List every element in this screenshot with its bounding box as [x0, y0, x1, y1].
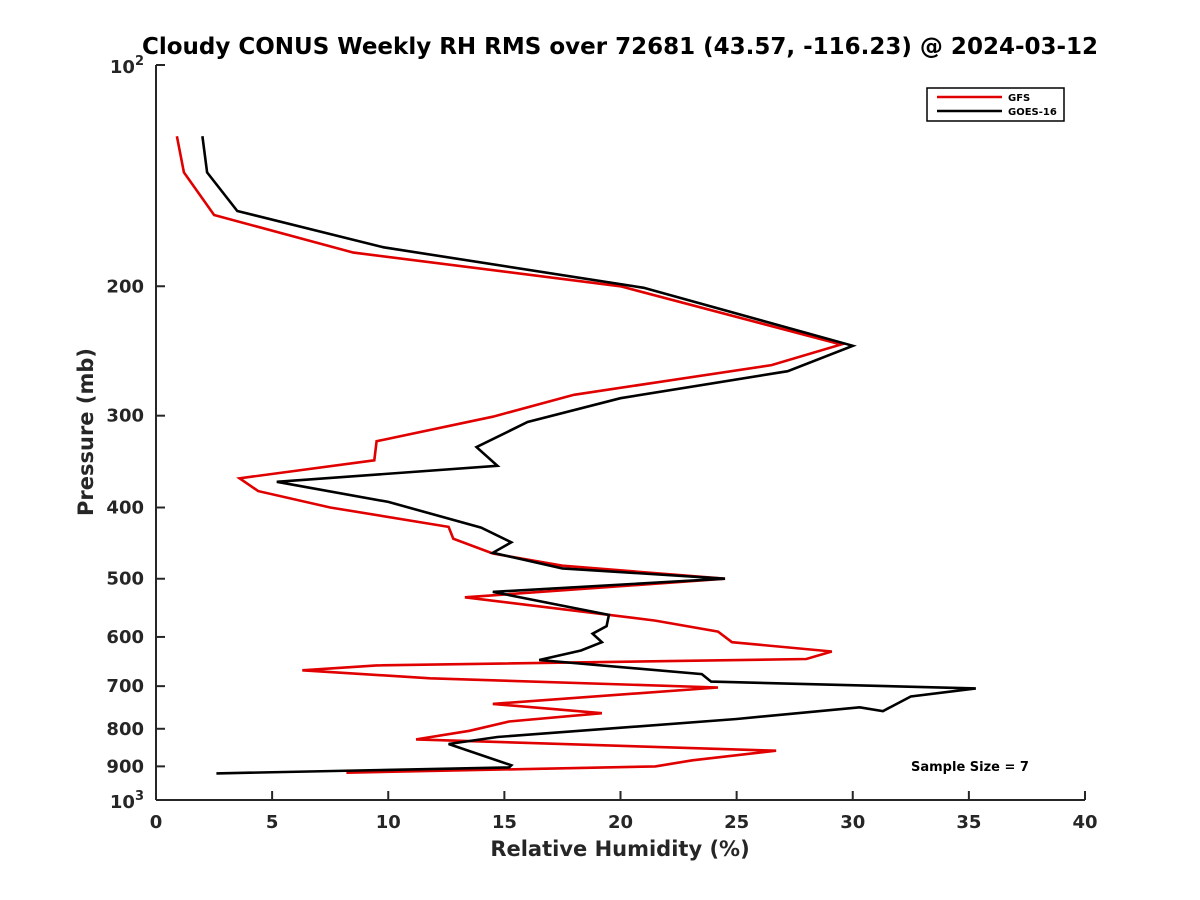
x-tick-label: 20 — [608, 812, 633, 833]
x-tick-label: 40 — [1072, 812, 1097, 833]
series-line-gfs — [175, 135, 846, 774]
y-power-tick-base: 10 — [110, 792, 135, 813]
x-tick-label: 10 — [376, 812, 401, 833]
x-axis-label: Relative Humidity (%) — [490, 837, 749, 861]
y-tick-label: 500 — [106, 569, 144, 590]
y-tick-label: 200 — [106, 276, 144, 297]
legend: GFS GOES-16 — [926, 87, 1065, 122]
series-line-goes-16 — [201, 136, 976, 775]
y-tick-label: 700 — [106, 676, 144, 697]
ticks: 0 5 10 15 20 25 30 35 40 200 300 400 500 600 700 800 900… — [106, 54, 1097, 833]
legend-label-gfs: GFS — [1008, 93, 1030, 104]
y-tick-label: 300 — [106, 406, 144, 427]
x-tick-label: 25 — [724, 812, 749, 833]
y-power-tick-label: 103 — [110, 789, 144, 813]
x-tick-label: 0 — [150, 812, 163, 833]
x-tick-label: 15 — [492, 812, 517, 833]
x-tick-label: 35 — [956, 812, 981, 833]
legend-label-goes-16: GOES-16 — [1008, 107, 1057, 118]
y-tick-label: 400 — [106, 498, 144, 519]
y-tick-label: 600 — [106, 627, 144, 648]
y-power-tick-exponent: 2 — [135, 54, 144, 69]
legend-box — [926, 87, 1065, 122]
y-tick-label: 800 — [106, 719, 144, 740]
sample-size-annotation: Sample Size = 7 — [911, 760, 1029, 775]
y-axis-label: Pressure (mb) — [74, 348, 98, 516]
series-layer — [175, 135, 976, 775]
y-power-tick-base: 10 — [110, 57, 135, 78]
x-tick-label: 30 — [840, 812, 865, 833]
chart-title: Cloudy CONUS Weekly RH RMS over 72681 (4… — [142, 34, 1098, 60]
x-tick-label: 5 — [266, 812, 279, 833]
y-tick-label: 900 — [106, 756, 144, 777]
y-power-tick-label: 102 — [110, 54, 144, 78]
y-power-tick-exponent: 3 — [135, 789, 144, 804]
